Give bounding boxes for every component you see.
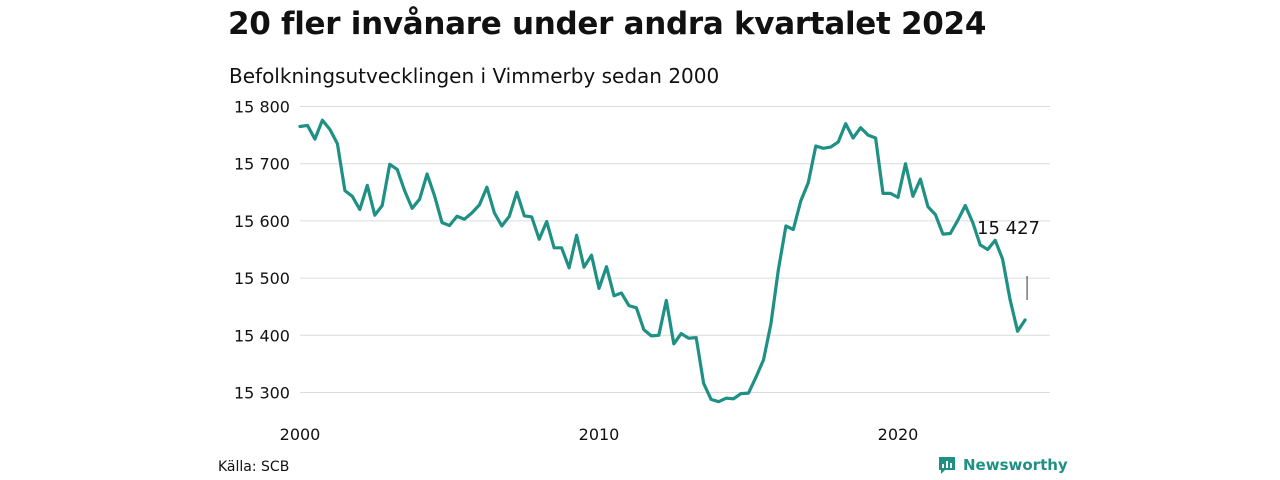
- y-tick-label: 15 300: [234, 384, 290, 403]
- source-note: Källa: SCB: [218, 459, 290, 475]
- x-axis: 2000 2010 2020: [280, 425, 919, 444]
- x-tick-label: 2010: [579, 425, 620, 444]
- y-tick-label: 15 500: [234, 269, 290, 288]
- annotation-label: 15 427: [977, 218, 1040, 239]
- x-tick-label: 2020: [878, 425, 919, 444]
- chart-subtitle: Befolkningsutvecklingen i Vimmerby sedan…: [229, 64, 720, 88]
- y-tick-label: 15 700: [234, 155, 290, 174]
- series-layer: [298, 118, 1027, 404]
- gridlines: [300, 106, 1050, 393]
- chart-title: 20 fler invånare under andra kvartalet 2…: [228, 6, 987, 42]
- y-tick-label: 15 600: [234, 212, 290, 231]
- y-tick-label: 15 400: [234, 326, 290, 345]
- annotation: 15 427: [977, 218, 1040, 300]
- brand-name: Newsworthy: [963, 456, 1068, 474]
- y-axis: 15 300 15 400 15 500 15 600 15 700 15 800: [234, 98, 290, 403]
- newsworthy-logo-icon: [939, 457, 955, 474]
- x-tick-label: 2000: [280, 425, 321, 444]
- series-line: [298, 118, 1027, 404]
- y-tick-label: 15 800: [234, 98, 290, 117]
- brand-logo[interactable]: Newsworthy: [937, 455, 1068, 475]
